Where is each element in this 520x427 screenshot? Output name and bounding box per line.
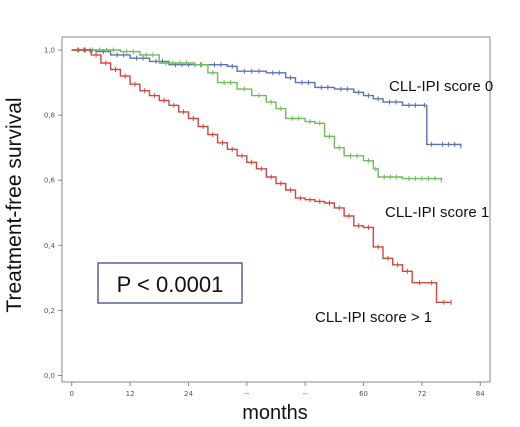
- series-label-score-0: CLL-IPI score 0: [389, 78, 493, 95]
- p-value-text: P < 0.0001: [117, 272, 224, 297]
- series-line: [71, 49, 452, 303]
- x-tick-label: 84: [476, 390, 485, 398]
- y-tick-label: 0,2: [44, 307, 55, 315]
- series-curve-2: [71, 47, 452, 305]
- y-tick-label: 1,0: [44, 47, 55, 55]
- y-tick-label: 0,6: [44, 177, 56, 185]
- series-curve-0: [71, 47, 462, 149]
- x-tick-label: 60: [359, 390, 368, 398]
- series-label-score-gt-1: CLL-IPI score > 1: [315, 309, 432, 326]
- y-axis-ticks: 0,0 0,2 0,4 0,6 0,8 1,0: [44, 47, 62, 380]
- x-tick-label: 12: [126, 390, 135, 398]
- y-tick-label: 0,0: [44, 372, 55, 380]
- x-tick-label: 0: [69, 390, 73, 398]
- x-tick-label: 24: [184, 390, 193, 398]
- series-line: [71, 49, 443, 181]
- y-axis-title: Treatment-free survival: [3, 97, 26, 312]
- plot-area-frame: [61, 36, 491, 383]
- x-tick-label: --: [303, 390, 309, 398]
- p-value-box: P < 0.0001: [97, 262, 243, 304]
- y-tick-label: 0,4: [44, 242, 56, 250]
- x-axis-ticks: 0 12 24 -- -- 60 72 84: [69, 382, 485, 398]
- p-value-frame: [97, 262, 243, 304]
- series-line: [71, 49, 462, 146]
- y-tick-label: 0,8: [44, 112, 55, 120]
- survival-curves: [71, 47, 462, 305]
- x-tick-label: 72: [417, 390, 426, 398]
- series-curve-1: [71, 47, 443, 183]
- x-axis-title: months: [242, 402, 308, 424]
- series-label-score-1: CLL-IPI score 1: [385, 204, 489, 221]
- x-tick-label: --: [244, 390, 250, 398]
